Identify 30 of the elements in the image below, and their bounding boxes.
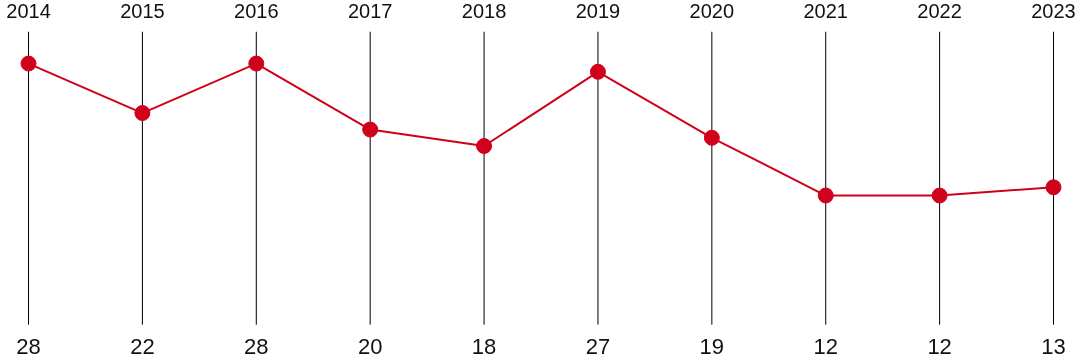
point <box>476 138 493 155</box>
point <box>817 187 834 204</box>
x-tick-label: 2015 <box>120 0 165 22</box>
point <box>20 55 37 72</box>
data-label: 20 <box>357 333 383 359</box>
data-label: 12 <box>927 333 952 359</box>
x-tick-label: 2016 <box>234 0 279 22</box>
x-tick-label: 2021 <box>803 0 848 22</box>
data-label: 28 <box>244 333 269 359</box>
x-tick-label: 2018 <box>461 0 507 22</box>
x-tick-label: 2014 <box>6 0 51 22</box>
data-label: 22 <box>130 333 155 359</box>
x-tick-label: 2017 <box>347 0 393 22</box>
data-label: 18 <box>471 333 497 359</box>
x-tick-label: 2019 <box>575 0 621 22</box>
data-label: 19 <box>699 333 725 359</box>
data-label: 13 <box>1041 333 1066 359</box>
point <box>134 105 151 122</box>
point <box>1045 179 1062 196</box>
x-tick-label: 2020 <box>689 0 735 22</box>
point <box>248 55 265 72</box>
point <box>362 121 379 138</box>
x-tick-label: 2022 <box>917 0 962 22</box>
data-label: 28 <box>16 333 41 359</box>
data-label: 27 <box>585 333 611 359</box>
x-tick-label: 2023 <box>1031 0 1076 22</box>
point <box>931 187 948 204</box>
point <box>589 63 606 80</box>
point <box>703 129 720 146</box>
data-label: 12 <box>813 333 838 359</box>
